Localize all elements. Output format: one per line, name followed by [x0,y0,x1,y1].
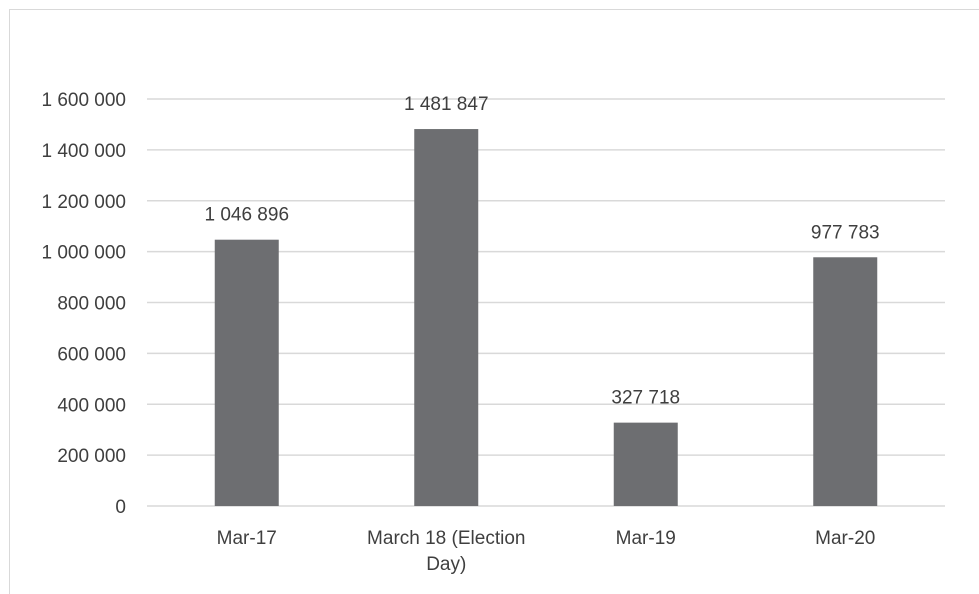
y-tick-label: 400 000 [57,395,126,416]
y-axis-tick-labels: 0 200 000 400 000 600 000 800 000 1 000 000 1 … [41,90,126,518]
y-tick-label: 0 [115,497,126,518]
x-category-label: Mar-19 [616,528,676,549]
data-label: 1 481 847 [404,94,489,115]
chart-frame [9,9,979,594]
data-label: 977 783 [811,222,880,243]
data-label: 327 718 [611,388,680,409]
gridlines [147,98,945,507]
bar [813,257,878,506]
y-tick-label: 200 000 [57,446,126,467]
y-tick-label: 1 200 000 [41,192,126,213]
y-tick-label: 1 400 000 [41,141,126,162]
bar [414,129,479,506]
y-tick-label: 600 000 [57,344,126,365]
data-labels: 1 046 896 1 481 847 327 718 977 783 [204,94,879,409]
data-label: 1 046 896 [204,205,289,226]
x-category-label: March 18 (Election Day) [367,528,525,575]
x-axis-category-labels: Mar-17 March 18 (Election Day) Mar-19 Mar-20 [217,528,876,575]
x-category-label: Mar-17 [217,528,277,549]
y-tick-label: 1 600 000 [41,90,126,111]
bar [613,422,678,506]
y-tick-label: 1 000 000 [41,243,126,264]
x-category-label: Mar-20 [815,528,875,549]
y-tick-label: 800 000 [57,294,126,315]
bars [214,129,878,506]
bar [214,239,279,506]
